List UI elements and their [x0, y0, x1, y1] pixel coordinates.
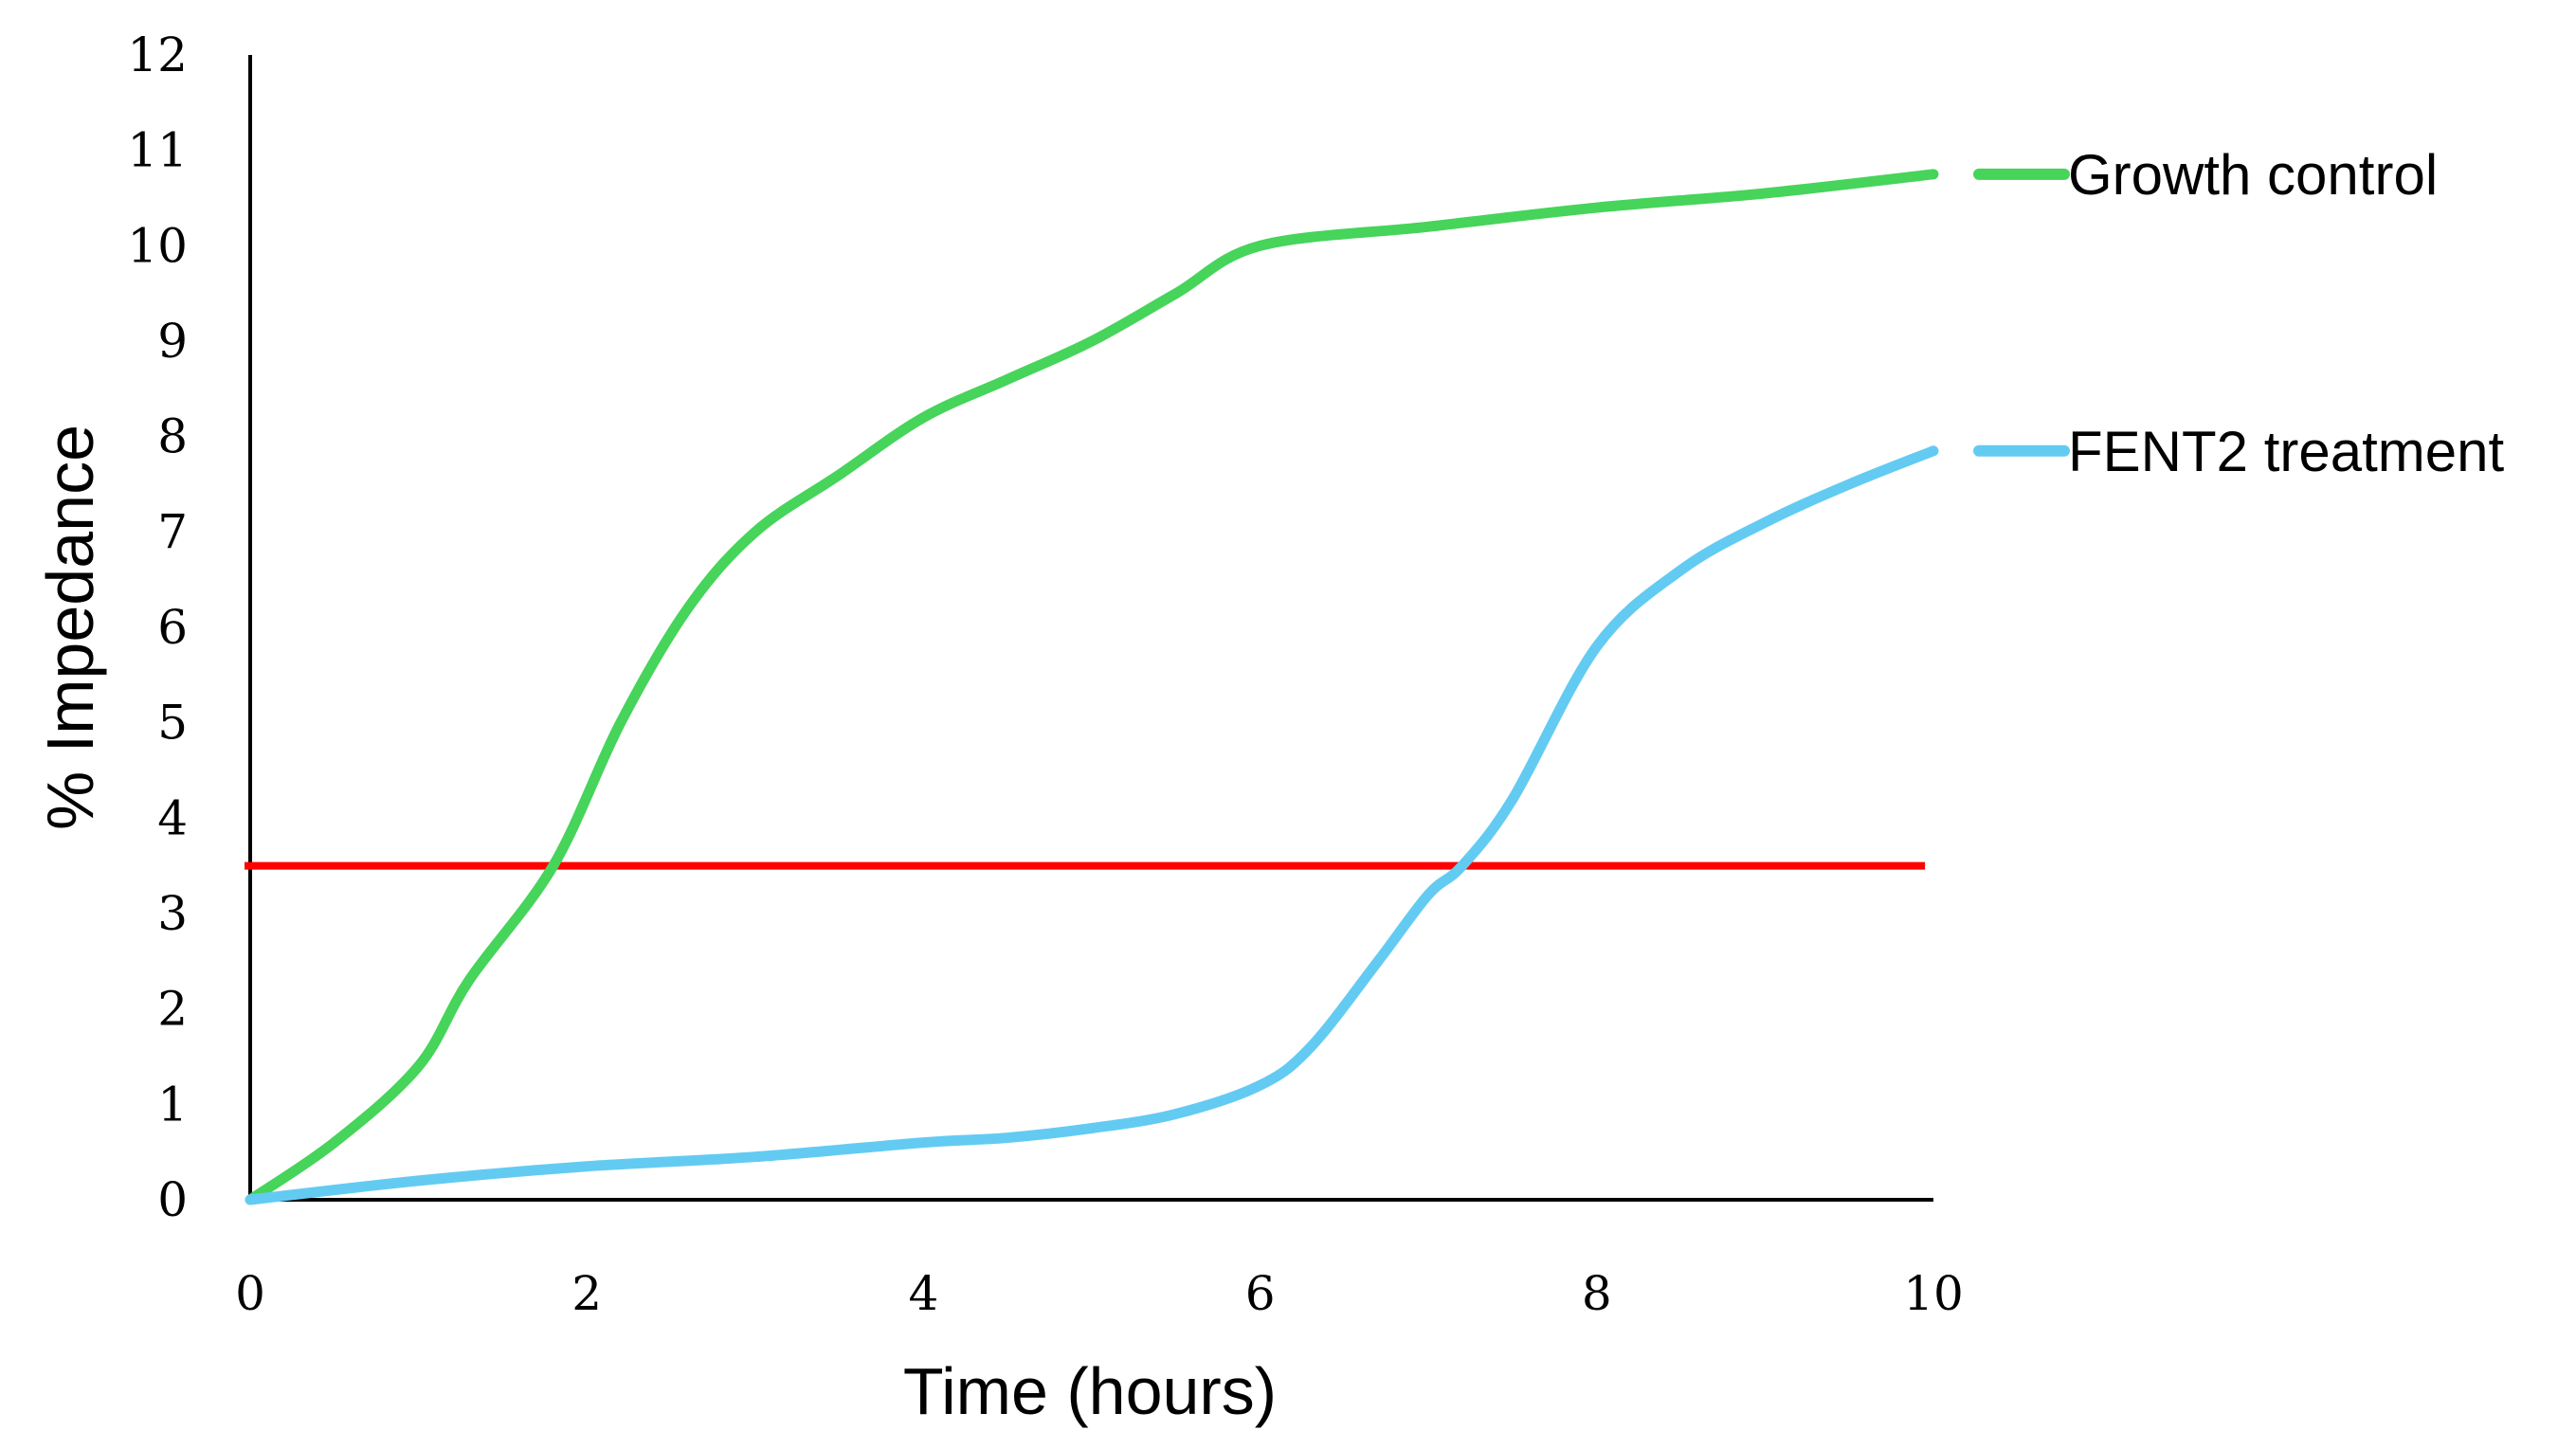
y-tick-label: 5 — [157, 696, 188, 751]
legend-label: FENT2 treatment — [2068, 420, 2504, 483]
y-tick-label: 7 — [157, 504, 188, 559]
y-tick-label: 11 — [127, 123, 188, 178]
legend: Growth control FENT2 treatment — [1973, 143, 2504, 483]
x-tick-label: 10 — [1903, 1266, 1964, 1321]
y-tick-label: 0 — [157, 1172, 188, 1227]
y-tick-label: 10 — [127, 218, 188, 273]
x-tick-label: 8 — [1582, 1266, 1612, 1321]
x-tick-label: 4 — [908, 1266, 938, 1321]
y-tick-label: 2 — [157, 982, 188, 1037]
x-axis-tick-labels: 0 2 4 6 8 10 — [235, 1266, 1964, 1321]
y-axis-title: % Impedance — [33, 425, 107, 830]
legend-label: Growth control — [2068, 143, 2438, 207]
series-line-fent2-treatment — [245, 445, 1939, 1205]
y-tick-label: 9 — [157, 314, 188, 369]
y-tick-label: 3 — [157, 886, 188, 941]
y-tick-label: 4 — [157, 790, 188, 845]
series-lines — [245, 169, 1939, 1205]
y-tick-label: 6 — [157, 600, 188, 655]
x-tick-label: 0 — [235, 1266, 265, 1321]
series-line-growth-control — [245, 169, 1939, 1205]
y-tick-label: 1 — [157, 1077, 188, 1132]
y-tick-label: 12 — [127, 27, 188, 82]
x-tick-label: 6 — [1245, 1266, 1276, 1321]
x-tick-label: 2 — [571, 1266, 602, 1321]
y-tick-label: 8 — [157, 409, 188, 464]
x-axis-title: Time (hours) — [903, 1354, 1277, 1428]
